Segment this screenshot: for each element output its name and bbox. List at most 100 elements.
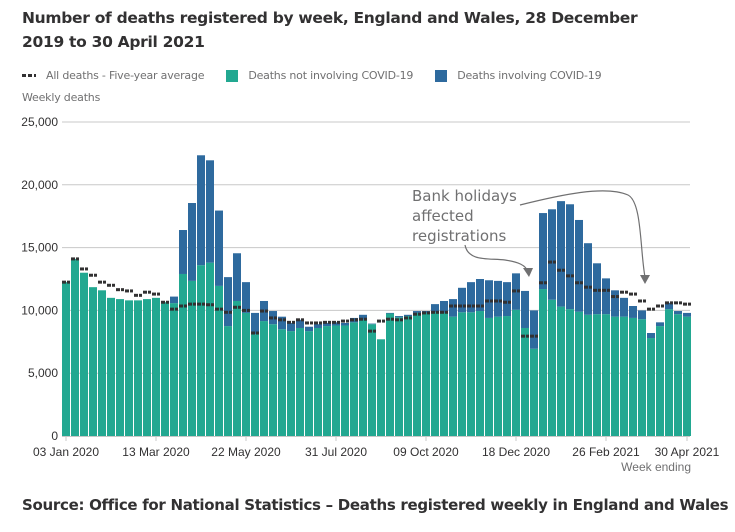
bar-non-covid[interactable] xyxy=(287,331,295,436)
bar-covid[interactable] xyxy=(341,322,349,326)
bar-covid[interactable] xyxy=(584,243,592,315)
bar-non-covid[interactable] xyxy=(449,316,457,436)
bar-covid[interactable] xyxy=(449,299,457,317)
bar-non-covid[interactable] xyxy=(368,324,376,436)
bar-non-covid[interactable] xyxy=(404,316,412,436)
bar-non-covid[interactable] xyxy=(683,316,691,436)
bar-covid[interactable] xyxy=(305,326,313,332)
bar-covid[interactable] xyxy=(656,322,664,327)
bar-non-covid[interactable] xyxy=(206,262,214,436)
bar-non-covid[interactable] xyxy=(134,300,142,436)
bar-non-covid[interactable] xyxy=(377,339,385,436)
bar-non-covid[interactable] xyxy=(260,321,268,436)
bar-non-covid[interactable] xyxy=(413,312,421,436)
bar-non-covid[interactable] xyxy=(170,303,178,436)
bar-non-covid[interactable] xyxy=(521,327,529,436)
bar-covid[interactable] xyxy=(485,280,493,318)
bar-covid[interactable] xyxy=(197,155,205,266)
bar-non-covid[interactable] xyxy=(98,290,106,436)
bar-non-covid[interactable] xyxy=(296,327,304,436)
bar-covid[interactable] xyxy=(224,277,232,327)
bar-covid[interactable] xyxy=(395,316,403,318)
bar-non-covid[interactable] xyxy=(143,299,151,436)
bar-covid[interactable] xyxy=(602,278,610,315)
bar-non-covid[interactable] xyxy=(395,317,403,436)
bar-covid[interactable] xyxy=(638,310,646,320)
bar-non-covid[interactable] xyxy=(431,312,439,436)
bar-covid[interactable] xyxy=(674,311,682,315)
bar-covid[interactable] xyxy=(179,230,187,274)
bar-covid[interactable] xyxy=(467,282,475,313)
bar-non-covid[interactable] xyxy=(620,316,628,436)
bar-non-covid[interactable] xyxy=(638,319,646,436)
bar-covid[interactable] xyxy=(503,282,511,317)
bar-non-covid[interactable] xyxy=(224,326,232,436)
bar-covid[interactable] xyxy=(206,160,214,263)
bar-non-covid[interactable] xyxy=(485,317,493,436)
bar-non-covid[interactable] xyxy=(278,329,286,436)
bar-non-covid[interactable] xyxy=(269,324,277,436)
bar-covid[interactable] xyxy=(530,310,538,349)
bar-covid[interactable] xyxy=(665,302,673,310)
bar-non-covid[interactable] xyxy=(557,306,565,436)
bar-non-covid[interactable] xyxy=(512,309,520,436)
bar-non-covid[interactable] xyxy=(332,325,340,436)
bar-non-covid[interactable] xyxy=(197,265,205,436)
legend-item-non-covid[interactable]: Deaths not involving COVID-19 xyxy=(226,69,413,82)
bar-covid[interactable] xyxy=(386,312,394,314)
bar-non-covid[interactable] xyxy=(125,300,133,436)
bar-non-covid[interactable] xyxy=(566,309,574,436)
bar-non-covid[interactable] xyxy=(503,316,511,436)
bar-non-covid[interactable] xyxy=(422,312,430,436)
bar-covid[interactable] xyxy=(170,296,178,304)
bar-non-covid[interactable] xyxy=(386,313,394,436)
bar-covid[interactable] xyxy=(620,297,628,317)
bar-non-covid[interactable] xyxy=(467,312,475,436)
bar-covid[interactable] xyxy=(476,279,484,312)
bar-non-covid[interactable] xyxy=(593,314,601,436)
bar-non-covid[interactable] xyxy=(323,326,331,436)
bar-covid[interactable] xyxy=(368,323,376,325)
bar-covid[interactable] xyxy=(431,304,439,313)
bar-non-covid[interactable] xyxy=(665,309,673,436)
bar-non-covid[interactable] xyxy=(539,289,547,436)
bar-non-covid[interactable] xyxy=(359,319,367,436)
bar-non-covid[interactable] xyxy=(188,280,196,436)
bar-non-covid[interactable] xyxy=(80,272,88,436)
bar-non-covid[interactable] xyxy=(152,297,160,436)
legend-item-covid[interactable]: Deaths involving COVID-19 xyxy=(435,69,602,82)
bar-non-covid[interactable] xyxy=(161,302,169,436)
bar-covid[interactable] xyxy=(575,219,583,312)
bar-covid[interactable] xyxy=(548,209,556,300)
bar-non-covid[interactable] xyxy=(71,258,79,436)
bar-non-covid[interactable] xyxy=(530,348,538,436)
bar-non-covid[interactable] xyxy=(656,326,664,436)
bar-covid[interactable] xyxy=(458,287,466,313)
legend-item-five-year-average[interactable]: All deaths - Five-year average xyxy=(22,69,205,82)
bar-covid[interactable] xyxy=(278,316,286,330)
bar-non-covid[interactable] xyxy=(62,282,70,436)
bar-non-covid[interactable] xyxy=(350,322,358,436)
bar-non-covid[interactable] xyxy=(215,285,223,436)
bar-covid[interactable] xyxy=(251,312,259,335)
bar-non-covid[interactable] xyxy=(242,312,250,436)
bar-covid[interactable] xyxy=(215,210,223,286)
bar-covid[interactable] xyxy=(296,319,304,328)
bar-non-covid[interactable] xyxy=(575,311,583,436)
bar-non-covid[interactable] xyxy=(647,338,655,436)
bar-non-covid[interactable] xyxy=(476,311,484,436)
bar-non-covid[interactable] xyxy=(89,287,97,436)
bar-covid[interactable] xyxy=(557,201,565,307)
bar-covid[interactable] xyxy=(404,314,412,317)
bar-non-covid[interactable] xyxy=(458,312,466,436)
bar-non-covid[interactable] xyxy=(440,312,448,436)
bar-non-covid[interactable] xyxy=(341,325,349,436)
bar-covid[interactable] xyxy=(494,280,502,317)
bar-non-covid[interactable] xyxy=(548,299,556,436)
bar-covid[interactable] xyxy=(629,306,637,318)
bar-non-covid[interactable] xyxy=(305,331,313,436)
bar-covid[interactable] xyxy=(188,203,196,281)
bar-non-covid[interactable] xyxy=(584,314,592,436)
bar-covid[interactable] xyxy=(683,312,691,317)
bar-covid[interactable] xyxy=(593,263,601,315)
